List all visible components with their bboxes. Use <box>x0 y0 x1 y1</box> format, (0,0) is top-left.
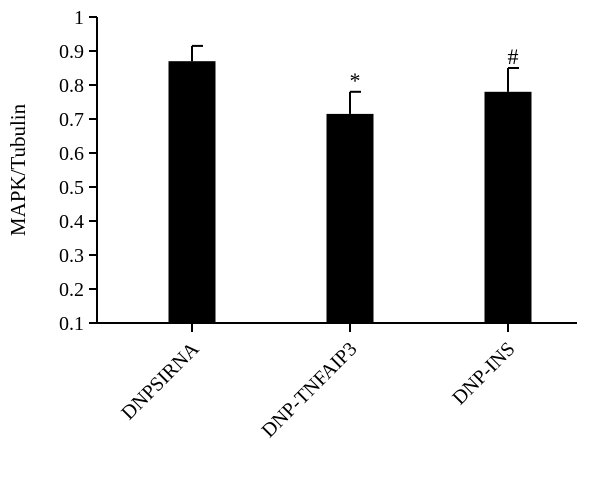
y-tick-label: 0.5 <box>59 177 84 199</box>
y-tick-label: 0.4 <box>59 211 84 233</box>
bar <box>168 61 216 323</box>
bar <box>326 113 374 324</box>
y-tick-label: 0.8 <box>59 75 84 97</box>
category-label: DNP-TNFAIP3 <box>257 338 361 442</box>
category-label: DNP-INS <box>448 338 519 409</box>
x-axis-ticks: DNPSIRNA DNP-TNFAIP3 DNP-INS <box>117 323 520 442</box>
y-tick-label: 0.3 <box>59 245 84 267</box>
bar <box>484 91 532 323</box>
category-label: DNPSIRNA <box>117 338 204 425</box>
y-axis-title: MAPK/Tubulin <box>6 103 30 236</box>
y-tick-label: 0.1 <box>59 313 84 335</box>
y-tick-label: 0.7 <box>59 109 84 131</box>
significance-marker: * <box>350 68 361 93</box>
y-tick-label: 0.2 <box>59 279 84 301</box>
y-tick-label: 1 <box>74 7 84 29</box>
bars: *# <box>168 44 532 324</box>
y-tick-label: 0.9 <box>59 41 84 63</box>
y-axis-ticks: 0.1 0.2 0.3 0.4 0.5 0.6 0.7 0.8 0.9 1 <box>59 7 97 335</box>
significance-marker: # <box>508 44 519 69</box>
y-tick-label: 0.6 <box>59 143 84 165</box>
